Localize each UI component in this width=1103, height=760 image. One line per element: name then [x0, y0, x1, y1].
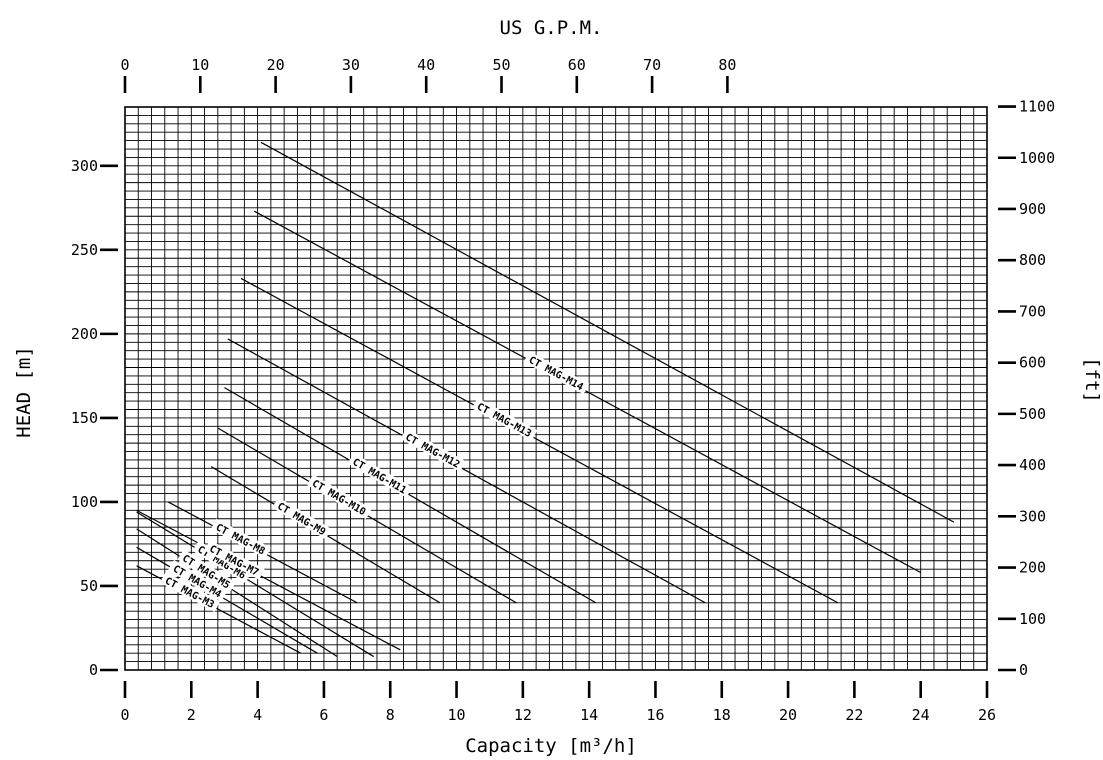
top-axis-title: US G.P.M. [500, 17, 603, 39]
performance-curve [240, 277, 839, 604]
y-tick-label: 0 [89, 661, 98, 679]
chart-grid [124, 106, 988, 671]
y-tick-label: 300 [71, 157, 98, 175]
right-tick-label: 600 [1019, 354, 1046, 372]
curve-label-bg [159, 572, 221, 612]
right-tick-label: 800 [1019, 251, 1046, 269]
curve-label-bg [210, 518, 271, 559]
x-tick-label: 18 [713, 706, 731, 724]
performance-curve [254, 210, 921, 574]
right-tick-label: 1100 [1019, 98, 1055, 116]
top-tick-label: 80 [718, 56, 736, 74]
right-tick-label: 700 [1019, 302, 1046, 320]
right-tick-label: 400 [1019, 456, 1046, 474]
performance-curve [136, 509, 401, 651]
curve-label-bg [307, 474, 372, 520]
y-axis-title: HEAD [m] [13, 346, 35, 438]
performance-curve [136, 546, 318, 654]
x-tick-label: 22 [845, 706, 863, 724]
top-tick-label: 20 [267, 56, 285, 74]
top-tick-label: 60 [568, 56, 586, 74]
performance-curve [227, 338, 706, 604]
chart-curves [136, 141, 955, 658]
y-tick-label: 250 [71, 241, 98, 259]
x-tick-label: 20 [779, 706, 797, 724]
x-axis-title: Capacity [m³/h] [465, 735, 637, 757]
curve-label-bg [523, 351, 590, 395]
right-tick-label: 0 [1019, 661, 1028, 679]
y-tick-label: 100 [71, 493, 98, 511]
x-tick-label: 12 [514, 706, 532, 724]
right-tick-label: 200 [1019, 559, 1046, 577]
curve-label-bg [347, 453, 413, 498]
performance-curve [136, 511, 374, 658]
curve-label-bg [177, 549, 236, 593]
top-tick-label: 0 [120, 56, 129, 74]
right-axis-title: [ft] [1081, 357, 1103, 403]
top-tick-label: 40 [417, 56, 435, 74]
x-tick-label: 26 [978, 706, 996, 724]
y-tick-label: 150 [71, 409, 98, 427]
right-tick-label: 900 [1019, 200, 1046, 218]
x-tick-label: 10 [448, 706, 466, 724]
top-tick-label: 30 [342, 56, 360, 74]
right-tick-label: 500 [1019, 405, 1046, 423]
x-tick-label: 16 [646, 706, 664, 724]
x-tick-label: 24 [912, 706, 930, 724]
top-tick-label: 50 [492, 56, 510, 74]
curve-label-bg [204, 540, 265, 580]
x-tick-label: 4 [253, 706, 262, 724]
performance-curve [260, 141, 955, 523]
x-tick-label: 0 [120, 706, 129, 724]
right-tick-label: 100 [1019, 610, 1046, 628]
y-tick-label: 200 [71, 325, 98, 343]
y-tick-label: 50 [80, 577, 98, 595]
x-tick-label: 14 [580, 706, 598, 724]
curve-label-bg [272, 497, 332, 540]
x-tick-label: 8 [386, 706, 395, 724]
performance-curve [136, 528, 338, 658]
curve-label-bg [167, 559, 228, 602]
performance-curve [224, 387, 597, 604]
right-tick-label: 1000 [1019, 149, 1055, 167]
plot-frame [124, 106, 988, 671]
right-tick-label: 300 [1019, 507, 1046, 525]
curve-label-bg [400, 428, 466, 472]
x-tick-label: 6 [319, 706, 328, 724]
x-tick-label: 2 [187, 706, 196, 724]
top-tick-label: 70 [643, 56, 661, 74]
chart-axes: 0 2 4 6 8 10 12 14 16 18 20 22 24 260 10 20 30 40 50 60 70 80… [71, 56, 1055, 724]
top-tick-label: 10 [191, 56, 209, 74]
curve-label-bg [471, 397, 538, 441]
